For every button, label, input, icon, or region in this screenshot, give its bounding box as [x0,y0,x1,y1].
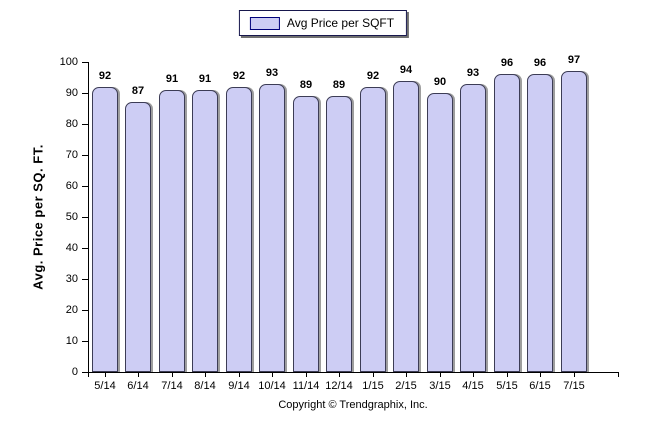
bar-value-label: 90 [433,76,447,88]
y-axis-tick [82,155,88,156]
x-tick-label: 6/14 [127,380,149,392]
y-axis-tick [82,310,88,311]
y-tick-label: 40 [65,242,78,254]
bar-value-label: 91 [198,73,212,85]
bar-value-label: 92 [232,70,246,82]
bar [527,74,553,372]
x-axis-tick [574,372,575,377]
x-axis-tick [339,372,340,377]
bar-value-label: 89 [332,79,346,91]
y-axis-tick [82,124,88,125]
bar [293,96,319,372]
y-tick-label: 20 [65,304,78,316]
x-axis-tick [406,372,407,377]
bar [360,87,386,372]
x-tick-label: 6/15 [529,380,551,392]
x-axis-tick [306,372,307,377]
bar [460,84,486,372]
bar [192,90,218,372]
x-axis-tick [205,372,206,377]
y-axis-tick [82,62,88,63]
y-tick-label: 80 [65,118,78,130]
bar-value-label: 87 [131,85,145,97]
y-tick-label: 70 [65,149,78,161]
bar [494,74,520,372]
y-tick-label: 50 [65,211,78,223]
x-tick-label: 9/14 [228,380,250,392]
y-axis-tick [82,217,88,218]
x-axis-tick [373,372,374,377]
y-tick-label: 100 [59,56,78,68]
x-axis-tick [507,372,508,377]
y-axis-tick [82,93,88,94]
x-axis-tick [440,372,441,377]
copyright-text: Copyright © Trendgraphix, Inc. [278,399,428,411]
x-tick-label: 10/14 [258,380,286,392]
x-tick-label: 2/15 [395,380,417,392]
x-axis-end-tick [618,372,619,377]
y-tick-label: 10 [65,335,78,347]
bar [226,87,252,372]
x-tick-label: 1/15 [362,380,384,392]
x-tick-label: 5/15 [496,380,518,392]
legend-label: Avg Price per SQFT [286,16,395,30]
x-axis-end-tick [88,372,89,377]
y-tick-label: 60 [65,180,78,192]
y-axis-tick [82,341,88,342]
x-tick-label: 7/14 [161,380,183,392]
bar-value-label: 97 [567,54,581,66]
bar-value-label: 92 [366,70,380,82]
bar-value-label: 91 [165,73,179,85]
y-axis-tick [82,279,88,280]
bar-value-label: 96 [533,57,547,69]
x-axis-tick [473,372,474,377]
x-axis-tick [540,372,541,377]
bar [259,84,285,372]
bar-value-label: 94 [399,64,413,76]
bar [125,102,151,372]
bar-value-label: 89 [299,79,313,91]
y-tick-label: 0 [71,366,78,378]
legend: Avg Price per SQFT [238,10,408,36]
y-axis-line [88,62,89,373]
x-tick-label: 5/14 [94,380,116,392]
x-tick-label: 12/14 [325,380,353,392]
x-axis-tick [239,372,240,377]
bar [561,71,587,372]
x-tick-label: 8/14 [194,380,216,392]
bar [326,96,352,372]
x-axis-tick [138,372,139,377]
y-tick-label: 30 [65,273,78,285]
bar [393,81,419,372]
y-tick-label: 90 [65,87,78,99]
bar-value-label: 93 [265,67,279,79]
y-axis-tick [82,248,88,249]
x-axis-tick [172,372,173,377]
bar [92,87,118,372]
bar-value-label: 92 [98,70,112,82]
bar [427,93,453,372]
bar [159,90,185,372]
x-tick-label: 7/15 [563,380,585,392]
y-axis-tick [82,186,88,187]
x-tick-label: 4/15 [462,380,484,392]
bar-value-label: 93 [466,67,480,79]
x-tick-label: 11/14 [292,380,320,392]
x-axis-tick [105,372,106,377]
legend-swatch-icon [249,16,280,30]
y-axis-tick [82,372,88,373]
bar-value-label: 96 [500,57,514,69]
x-axis-tick [272,372,273,377]
x-tick-label: 3/15 [429,380,451,392]
x-axis-line [88,372,619,373]
